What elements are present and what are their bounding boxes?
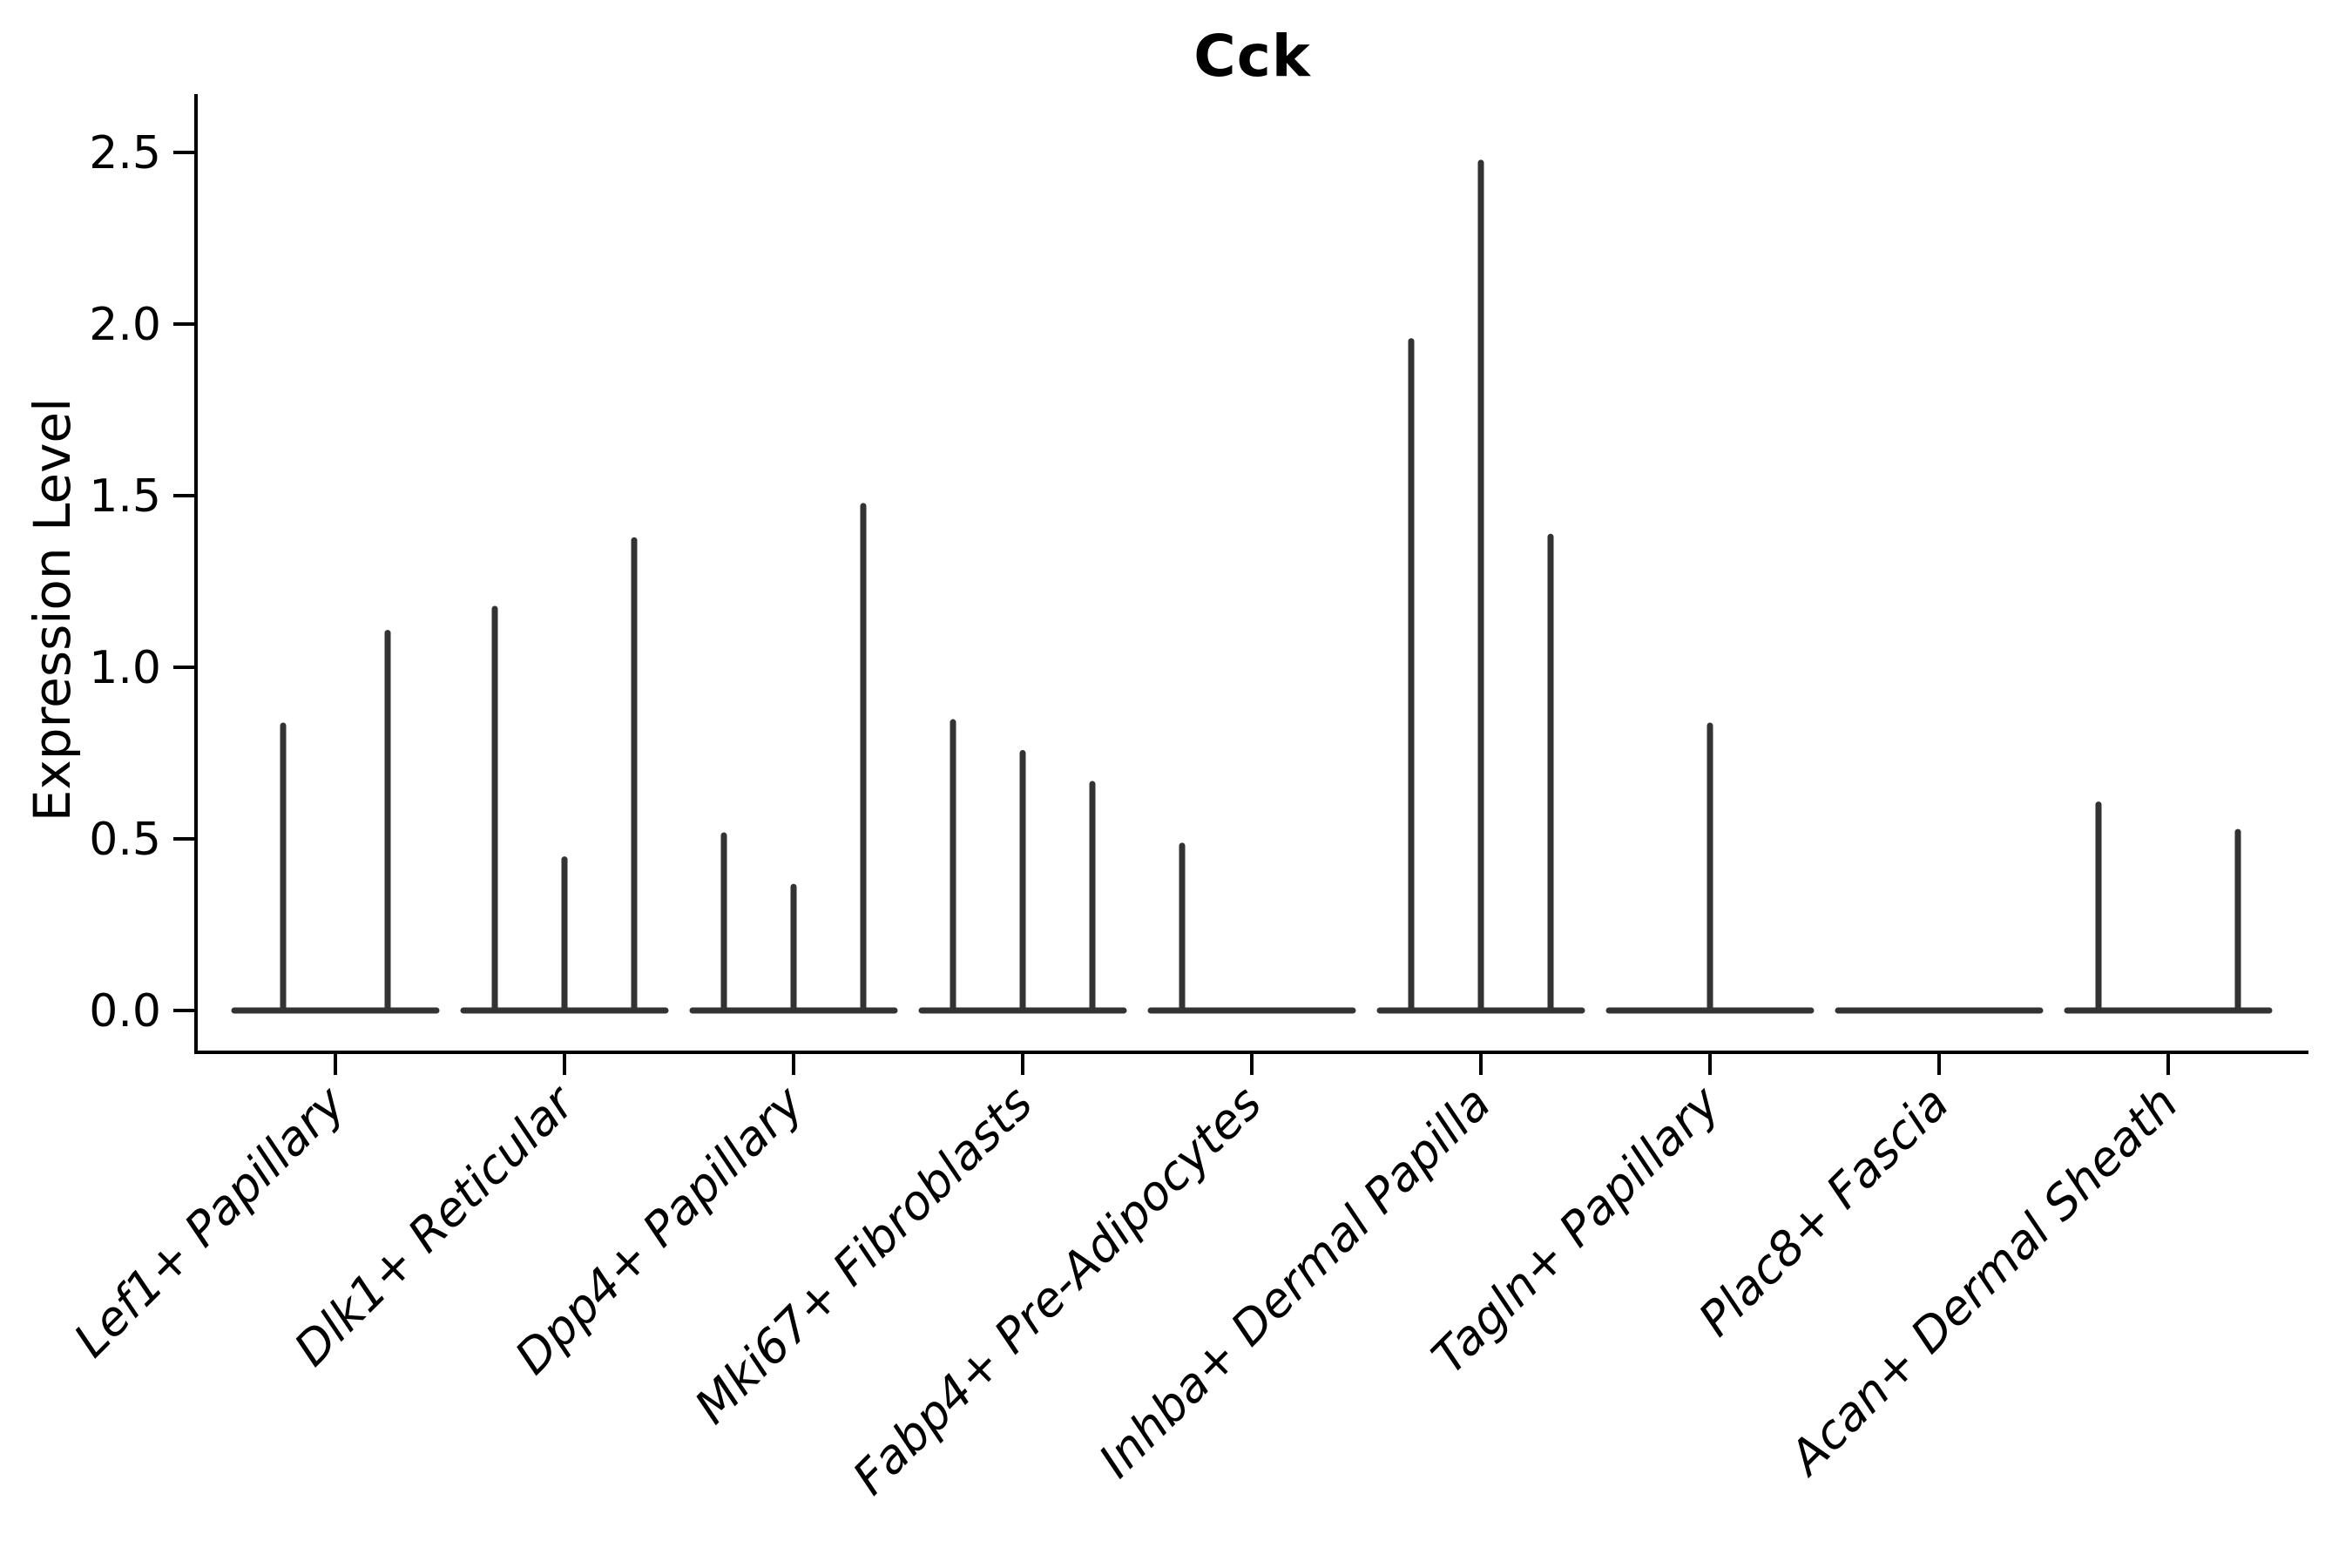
y-tick-label: 2.5 (89, 127, 161, 179)
chart-title: Cck (1193, 23, 1311, 90)
y-tick-label: 1.5 (89, 470, 161, 523)
y-tick-label: 1.0 (89, 642, 161, 694)
x-tick-label: Acan+ Dermal Sheath (1777, 1076, 2188, 1487)
y-tick-label: 0.5 (89, 814, 161, 866)
y-tick-label: 2.0 (89, 299, 161, 351)
x-tick-label: Inhba+ Dermal Papilla (1088, 1076, 1501, 1489)
y-tick-label: 0.0 (89, 985, 161, 1037)
x-tick-label: Fabp4+ Pre-Adipocytes (842, 1076, 1272, 1505)
